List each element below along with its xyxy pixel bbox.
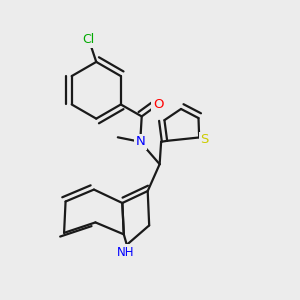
Text: NH: NH xyxy=(116,246,134,259)
Text: Cl: Cl xyxy=(83,33,95,46)
Text: N: N xyxy=(135,135,145,148)
Text: S: S xyxy=(200,134,209,146)
Text: O: O xyxy=(153,98,164,111)
